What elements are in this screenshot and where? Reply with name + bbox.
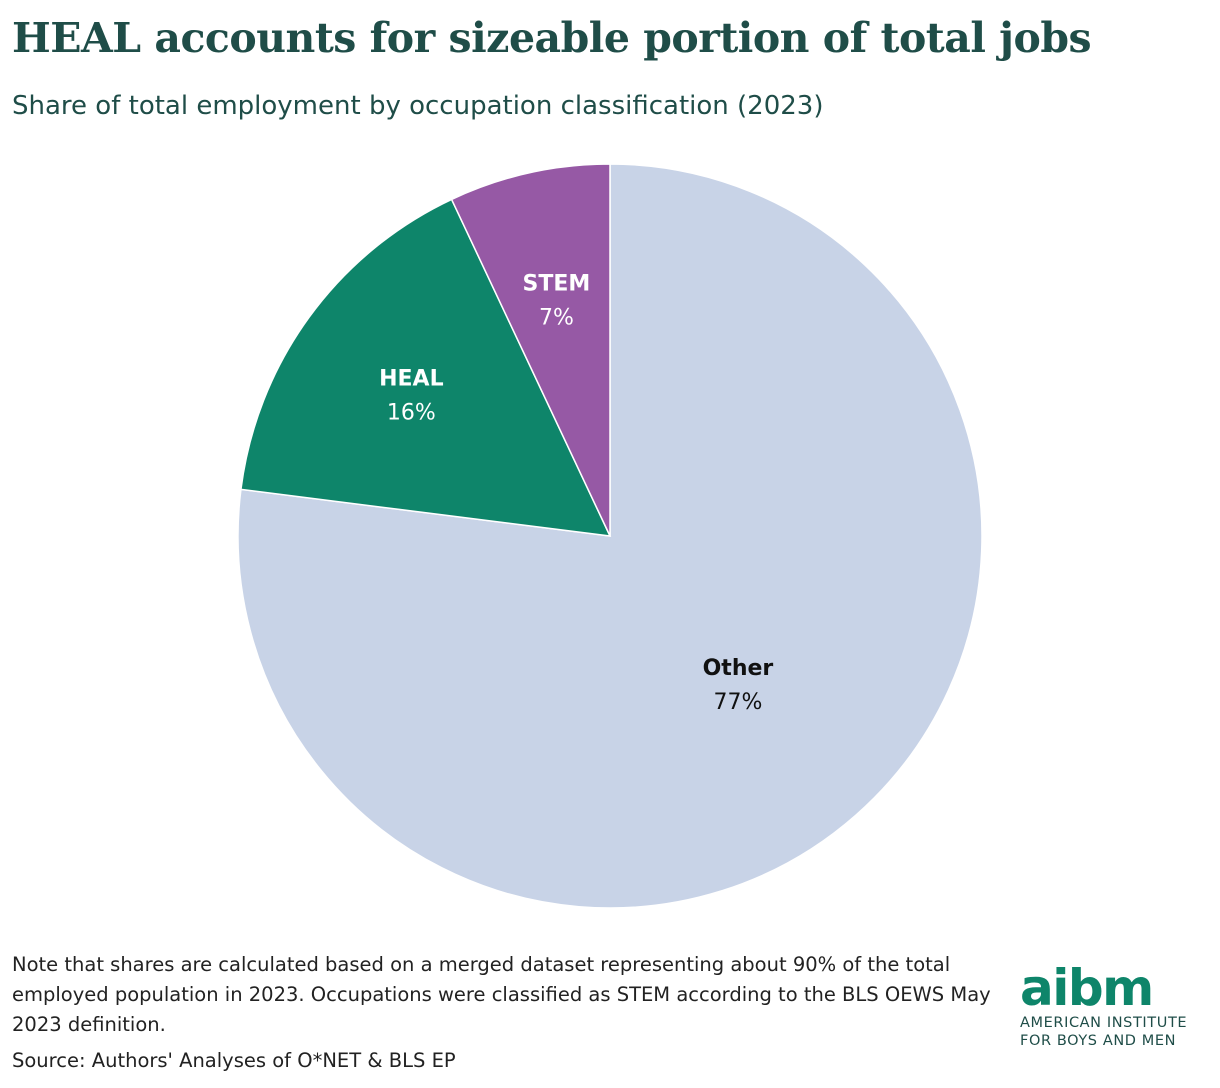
logo-line-1: AMERICAN INSTITUTE bbox=[1020, 1015, 1188, 1031]
logo-wordmark: aibm bbox=[1020, 959, 1154, 1017]
logo-line-2: FOR BOYS AND MEN bbox=[1020, 1033, 1177, 1049]
slice-value-other: 77% bbox=[713, 690, 762, 715]
slice-label-heal: HEAL bbox=[379, 367, 444, 392]
chart-subtitle: Share of total employment by occupation … bbox=[12, 91, 824, 121]
pie-slice-heal bbox=[240, 198, 612, 537]
slice-value-heal: 16% bbox=[387, 401, 436, 426]
slice-label-other: Other bbox=[703, 656, 774, 681]
pie-slice-other bbox=[237, 163, 983, 909]
footnote: Note that shares are calculated based on… bbox=[12, 953, 991, 1036]
chart-title: HEAL accounts for sizeable portion of to… bbox=[12, 14, 1092, 62]
pie-slice-stem bbox=[450, 163, 611, 537]
slice-label-stem: STEM bbox=[523, 271, 591, 296]
slice-value-stem: 7% bbox=[539, 305, 574, 330]
pie-chart: Other 77% HEAL 16% STEM 7% bbox=[237, 163, 983, 909]
aibm-logo: aibm AMERICAN INSTITUTE FOR BOYS AND MEN bbox=[1020, 962, 1210, 1050]
source-note: Source: Authors' Analyses of O*NET & BLS… bbox=[12, 1049, 456, 1072]
